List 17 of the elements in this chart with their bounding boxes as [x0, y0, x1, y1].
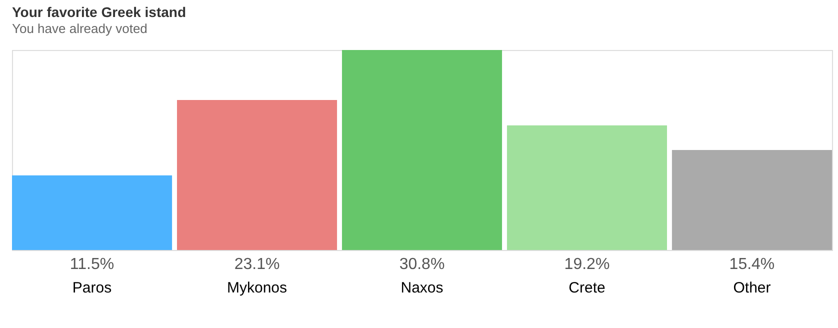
x-tick-label: Other: [733, 280, 771, 296]
x-tick-label: Mykonos: [226, 280, 288, 296]
data-label: 30.8%: [399, 256, 445, 273]
data-label: 23.1%: [234, 256, 280, 273]
bar: [506, 125, 668, 250]
chart-title: Your favorite Greek istand: [12, 4, 186, 20]
chart-subtitle: You have already voted: [12, 21, 148, 36]
x-tick-label: Paros: [72, 280, 112, 296]
bar: [342, 50, 502, 250]
x-tick-label: Crete: [568, 280, 606, 296]
bar: [12, 175, 172, 250]
bar: [672, 150, 832, 250]
data-label: 19.2%: [564, 256, 610, 273]
data-label: 15.4%: [729, 256, 775, 273]
bar: [176, 100, 338, 250]
data-label: 11.5%: [70, 256, 114, 273]
x-tick-label: Naxos: [400, 280, 444, 296]
